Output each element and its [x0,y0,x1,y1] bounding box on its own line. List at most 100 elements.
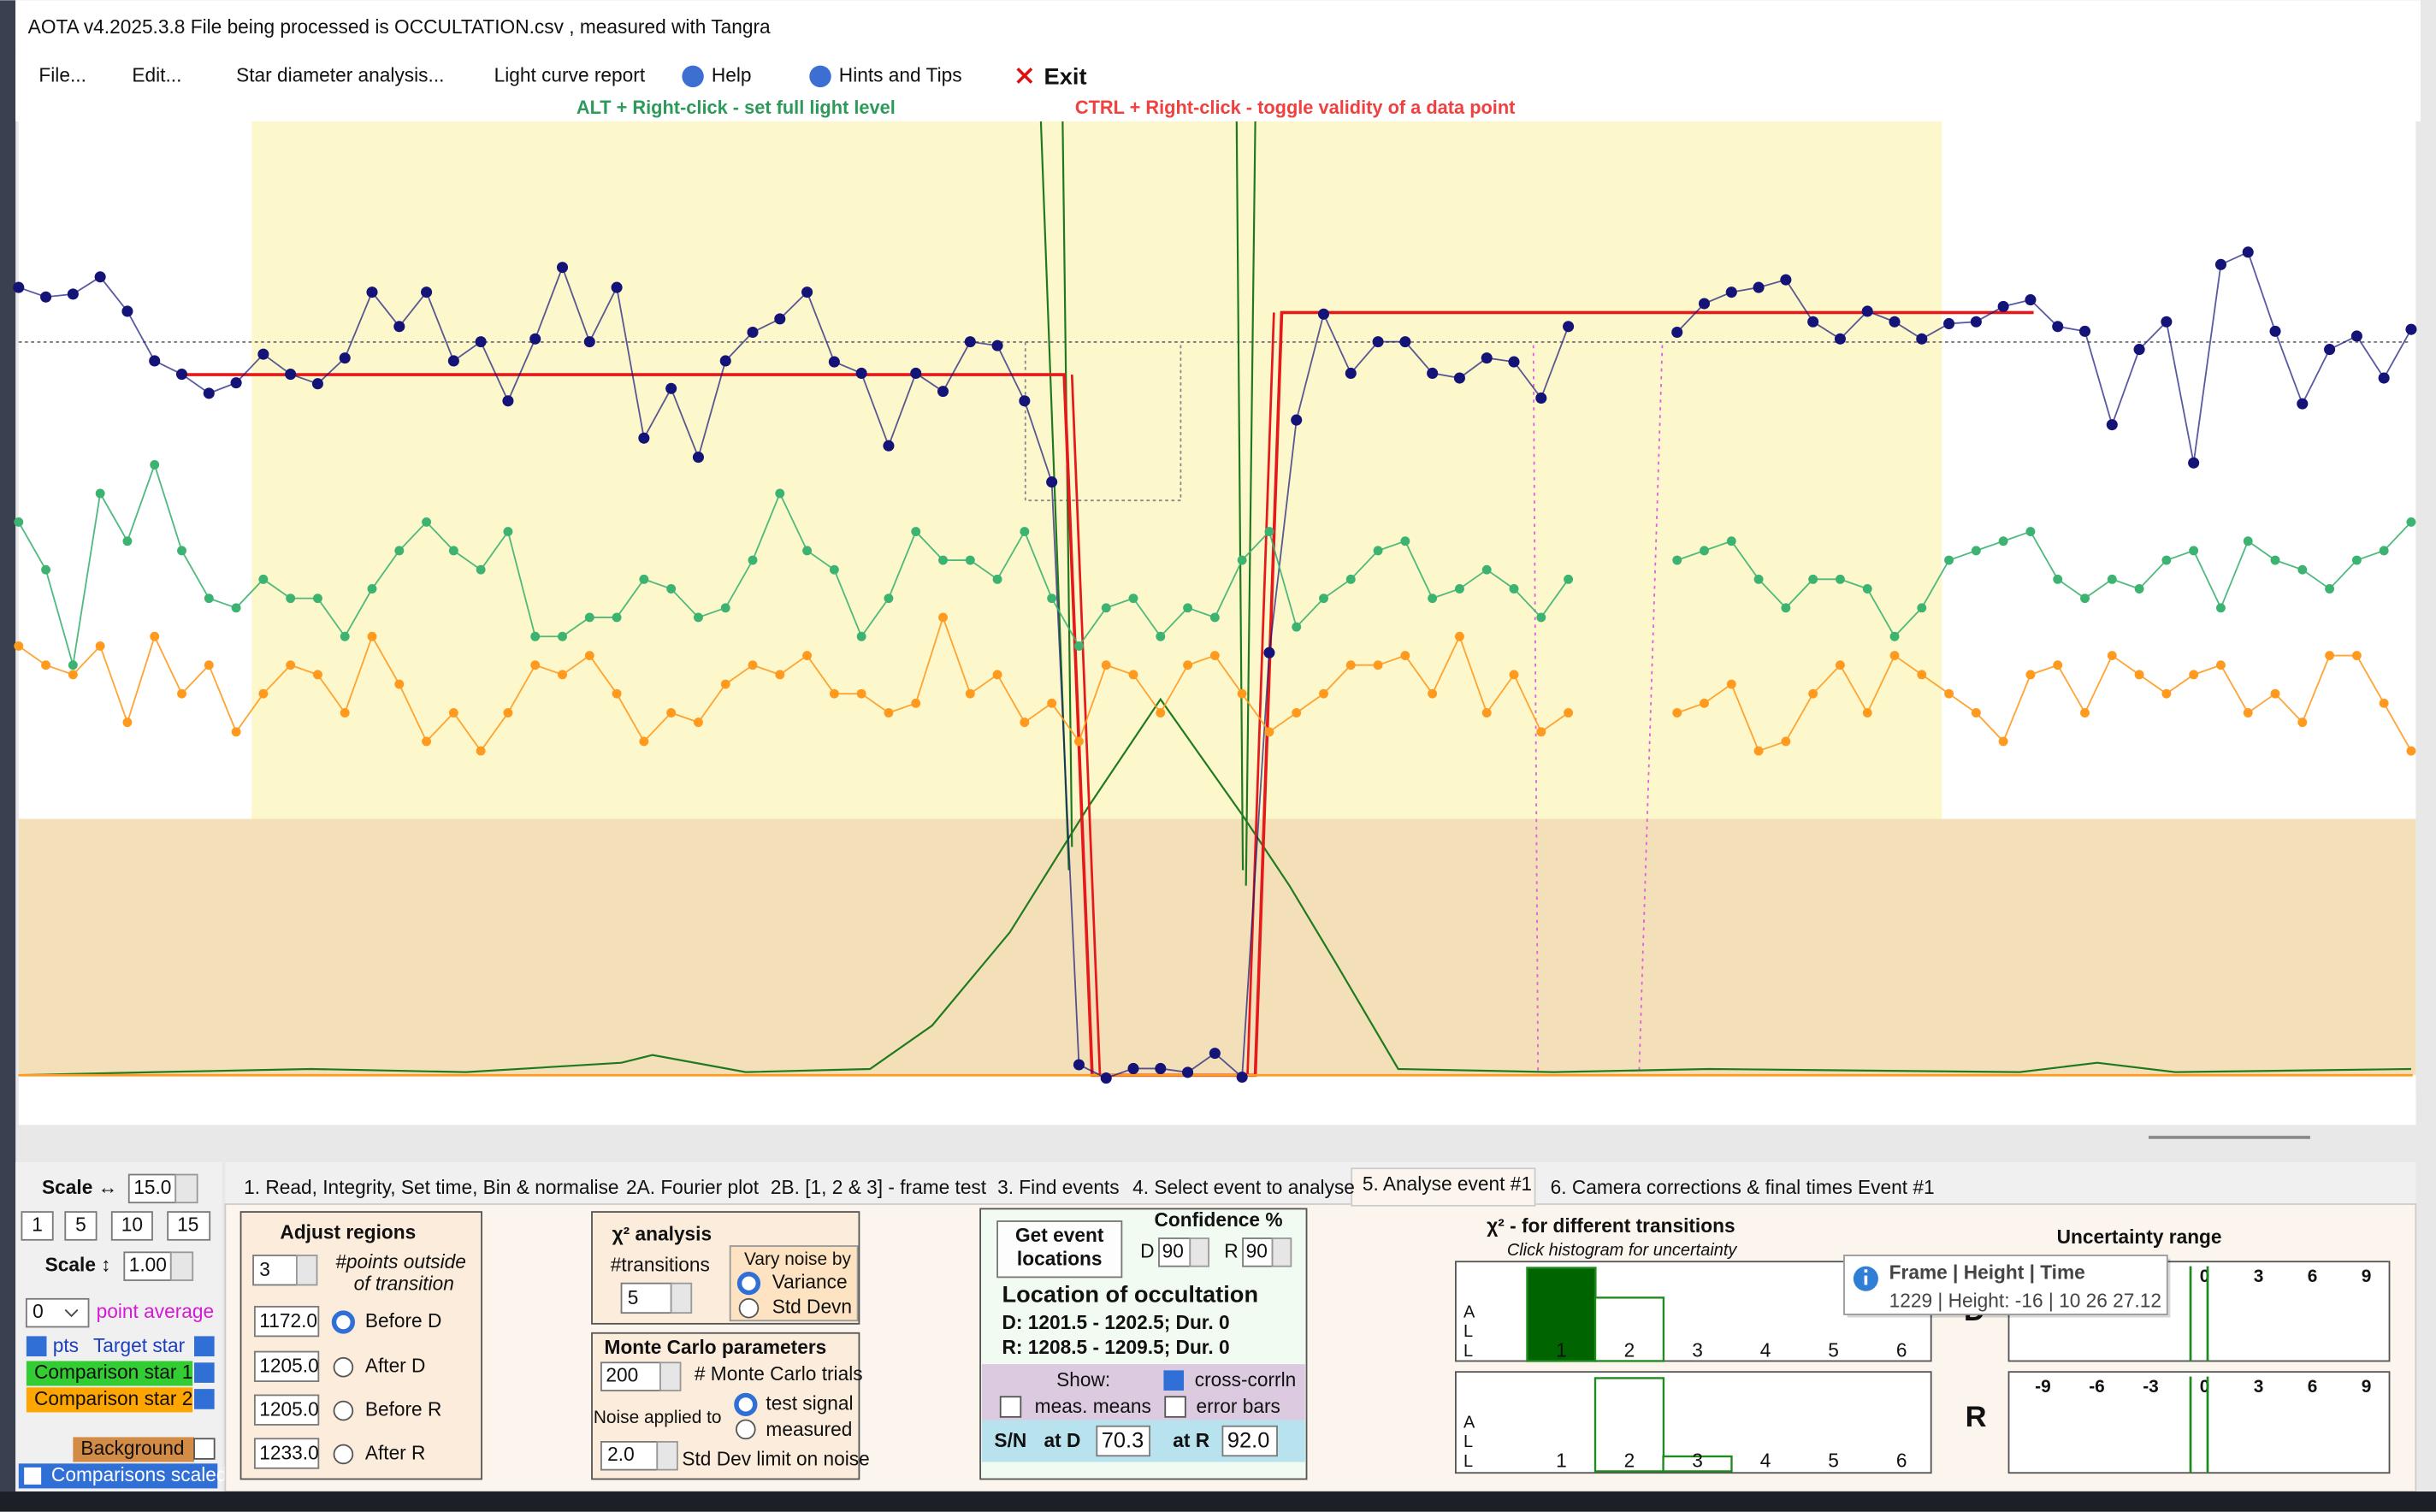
scale-btn[interactable] [64,1211,98,1241]
info-icon-glyph [1864,1269,1868,1273]
spinner[interactable] [656,1441,678,1471]
meas-means-label: meas. means [1035,1395,1151,1417]
transitions-input[interactable] [620,1282,672,1314]
scale-btn[interactable] [21,1211,54,1241]
tab[interactable]: 1. Read, Integrity, Set time, Bin & norm… [244,1176,618,1198]
histogram-bar [1593,1377,1665,1473]
histogram-tick: 3 [1692,1339,1703,1361]
spinner[interactable] [659,1361,682,1391]
menu-file[interactable]: File... [38,63,86,86]
menu-light-curve-report[interactable]: Light curve report [494,63,646,86]
radio-selected[interactable] [736,1272,761,1296]
scale-btn[interactable] [110,1211,153,1241]
data-point [312,670,322,680]
menu-edit[interactable]: Edit... [132,63,181,86]
menu-star-diameter[interactable]: Star diameter analysis... [236,63,444,86]
data-point [2133,344,2145,356]
data-point [95,488,105,499]
checkbox[interactable] [194,1389,215,1409]
point-average-select[interactable] [25,1297,90,1328]
region-input[interactable] [253,1394,320,1426]
data-point [2270,555,2280,565]
checkbox[interactable] [1164,1396,1186,1418]
spinner[interactable] [174,1173,198,1204]
tab[interactable]: 2B. [1, 2 & 3] - frame test [771,1176,987,1198]
trials-input[interactable] [600,1361,661,1391]
radio[interactable] [333,1400,354,1421]
spinner[interactable] [1271,1237,1292,1267]
data-point [1019,395,1031,407]
data-point [2107,574,2117,584]
data-point [1263,647,1275,659]
radio-selected[interactable] [331,1310,356,1334]
region-input[interactable] [253,1438,320,1469]
region-input[interactable] [253,1305,320,1338]
region-input[interactable] [253,1350,320,1382]
data-point [1209,612,1220,623]
tab[interactable]: 2A. Fourier plot [626,1176,760,1198]
tab[interactable]: 5. Analyse event #1 [1363,1172,1532,1195]
radio[interactable] [736,1419,756,1440]
data-point [1917,603,1927,613]
d-conf-input[interactable] [1158,1237,1191,1267]
data-point [1508,356,1520,368]
histogram-axis-letter: L [1463,1342,1473,1361]
left-edge [0,0,16,1492]
scale-h-input[interactable] [127,1173,177,1204]
checkbox[interactable] [999,1396,1022,1418]
data-point [1345,660,1356,670]
data-point [1834,333,1846,345]
sn-r-box [1221,1425,1278,1457]
menu-help[interactable]: Help [712,63,752,86]
scale-btn[interactable] [167,1211,211,1241]
data-point [231,727,241,737]
radio[interactable] [738,1297,760,1319]
data-point [1264,527,1274,537]
active-tab[interactable] [1351,1167,1536,1207]
menu-hints[interactable]: Hints and Tips [839,63,962,86]
checkbox[interactable] [26,1336,47,1357]
checkbox[interactable] [194,1336,215,1357]
data-point [2214,258,2226,270]
data-point [530,660,541,670]
spinner[interactable] [296,1255,318,1286]
checkbox[interactable] [22,1466,43,1486]
radio-selected[interactable] [734,1392,758,1416]
tooltip-title: Frame | Height | Time [1889,1261,2085,1284]
data-point [1345,574,1356,584]
data-point [2188,457,2200,469]
comparisons-scaled-label: Comparisons scaled [51,1463,228,1485]
radio[interactable] [333,1356,354,1378]
data-point [2107,651,2117,661]
data-point [67,288,79,300]
scale-v-input[interactable] [123,1251,172,1281]
checkbox[interactable] [193,1438,216,1460]
title-text: AOTA v4.2025.3.8 File being processed is… [28,15,771,38]
background-swatch [73,1437,195,1462]
data-point [502,395,514,407]
points-input[interactable] [252,1255,298,1286]
tab[interactable]: 3. Find events [997,1176,1120,1198]
data-point [1700,698,1709,708]
get-event-button[interactable] [996,1220,1123,1279]
radio[interactable] [333,1444,354,1465]
uncertainty-tick: 9 [2362,1267,2372,1286]
data-point [258,574,269,584]
histogram-axis-letter: L [1463,1322,1473,1341]
tab[interactable]: 4. Select event to analyse [1132,1176,1355,1198]
data-point [1781,603,1791,613]
std-limit-input[interactable] [600,1441,659,1471]
checkbox[interactable] [1163,1370,1185,1391]
std-devn-label: Std Devn [772,1296,852,1318]
uncertainty-tick: 3 [2254,1377,2264,1397]
data-point [1400,651,1410,661]
checkbox[interactable] [194,1362,215,1383]
data-point [503,708,513,718]
spinner[interactable] [1189,1237,1210,1267]
spinner[interactable] [670,1282,693,1314]
spinner[interactable] [169,1251,194,1281]
noise-label: Noise applied to [594,1408,722,1427]
menu-exit[interactable]: Exit [1044,62,1087,89]
tab[interactable]: 6. Camera corrections & final times Even… [1551,1176,1935,1198]
data-point [1128,670,1138,680]
